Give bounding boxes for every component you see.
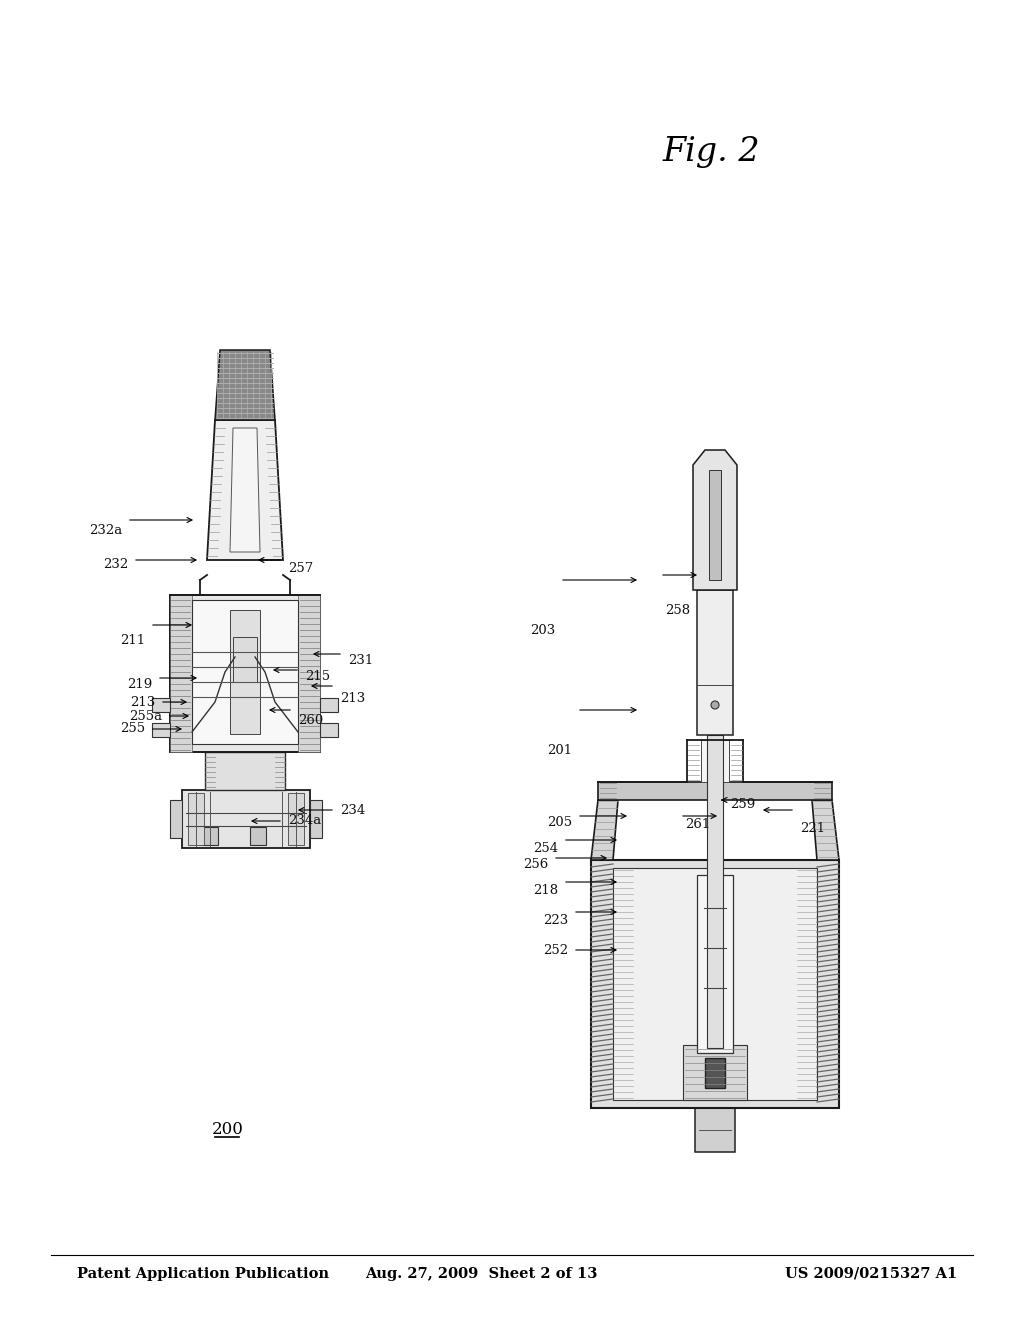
Bar bbox=[709, 470, 721, 579]
Polygon shape bbox=[591, 800, 618, 861]
Text: 201: 201 bbox=[547, 743, 572, 756]
Text: 258: 258 bbox=[665, 603, 690, 616]
Text: 252: 252 bbox=[543, 944, 568, 957]
Text: Patent Application Publication: Patent Application Publication bbox=[77, 1267, 329, 1280]
Bar bbox=[205, 752, 285, 789]
Bar bbox=[250, 828, 266, 845]
Bar bbox=[182, 789, 310, 847]
Bar bbox=[152, 723, 170, 737]
Text: 255: 255 bbox=[120, 722, 145, 735]
Bar bbox=[697, 590, 733, 735]
Text: 234: 234 bbox=[340, 804, 366, 817]
Bar bbox=[233, 638, 257, 682]
Text: 213: 213 bbox=[340, 692, 366, 705]
Bar bbox=[591, 861, 839, 1107]
Text: 218: 218 bbox=[532, 883, 558, 896]
Text: 232a: 232a bbox=[89, 524, 122, 536]
Bar bbox=[319, 698, 338, 711]
Bar bbox=[701, 741, 729, 781]
Bar bbox=[230, 610, 260, 734]
Text: 257: 257 bbox=[288, 561, 313, 574]
Polygon shape bbox=[215, 350, 275, 420]
Polygon shape bbox=[812, 800, 839, 861]
Text: 205: 205 bbox=[547, 816, 572, 829]
Polygon shape bbox=[693, 450, 737, 590]
Bar bbox=[193, 601, 298, 744]
Bar bbox=[298, 595, 319, 752]
Text: 213: 213 bbox=[130, 696, 155, 709]
Text: Fig. 2: Fig. 2 bbox=[663, 136, 761, 168]
Text: 221: 221 bbox=[800, 821, 825, 834]
Bar bbox=[598, 781, 831, 800]
Text: 232: 232 bbox=[102, 558, 128, 572]
Bar bbox=[188, 793, 204, 845]
Bar bbox=[310, 800, 322, 838]
Bar bbox=[697, 875, 733, 1053]
Bar bbox=[170, 800, 182, 838]
Text: 234a: 234a bbox=[288, 814, 322, 828]
Polygon shape bbox=[207, 420, 283, 560]
Text: 215: 215 bbox=[305, 671, 330, 684]
Text: 261: 261 bbox=[685, 818, 711, 832]
Text: 211: 211 bbox=[120, 634, 145, 647]
Bar bbox=[705, 1059, 725, 1088]
Text: 259: 259 bbox=[730, 799, 756, 812]
Bar bbox=[695, 1107, 735, 1152]
Text: Aug. 27, 2009  Sheet 2 of 13: Aug. 27, 2009 Sheet 2 of 13 bbox=[366, 1267, 597, 1280]
Text: 200: 200 bbox=[211, 1121, 244, 1138]
Bar bbox=[288, 793, 304, 845]
Text: 254: 254 bbox=[532, 842, 558, 854]
Text: 231: 231 bbox=[348, 653, 374, 667]
Polygon shape bbox=[230, 428, 260, 552]
Text: 256: 256 bbox=[522, 858, 548, 871]
Text: 255a: 255a bbox=[129, 710, 162, 722]
Text: 260: 260 bbox=[298, 714, 324, 726]
Text: US 2009/0215327 A1: US 2009/0215327 A1 bbox=[785, 1267, 957, 1280]
Text: 219: 219 bbox=[127, 677, 152, 690]
Text: 223: 223 bbox=[543, 913, 568, 927]
Bar bbox=[319, 723, 338, 737]
Bar bbox=[683, 1045, 746, 1100]
Circle shape bbox=[711, 701, 719, 709]
Bar bbox=[170, 595, 193, 752]
Bar bbox=[202, 828, 218, 845]
Text: 203: 203 bbox=[529, 623, 555, 636]
Bar bbox=[152, 698, 170, 711]
Bar bbox=[707, 735, 723, 1048]
Bar bbox=[613, 869, 817, 1100]
Bar bbox=[170, 595, 319, 752]
